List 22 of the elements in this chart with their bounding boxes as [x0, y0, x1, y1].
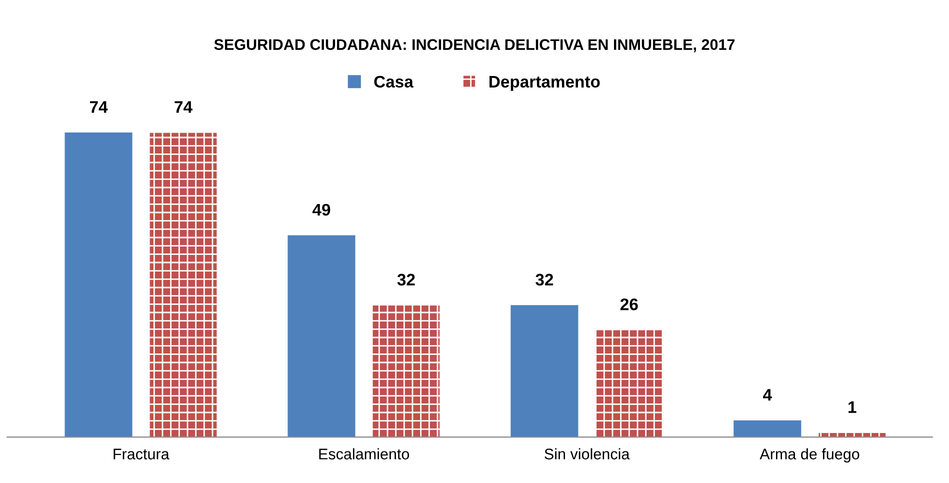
bar: [596, 330, 663, 438]
data-label: 49: [312, 204, 330, 216]
x-tick-label: Fractura: [114, 448, 170, 460]
bar: [372, 306, 440, 438]
data-label: 1: [848, 401, 856, 413]
data-label: 74: [174, 101, 192, 113]
chart-title: SEGURIDAD CIUDADANA: INCIDENCIA DELICTIVA EN INMUEBLE, 2017: [214, 39, 735, 52]
bar: [510, 305, 578, 438]
bar: [64, 132, 132, 438]
data-label: 4: [763, 389, 772, 401]
data-label: 32: [397, 274, 415, 286]
bar: [734, 420, 802, 438]
x-tick-label: Sin violencia: [544, 448, 630, 460]
data-label: 32: [536, 274, 554, 286]
x-tick-label: Arma de fuego: [760, 448, 860, 462]
bar: [288, 235, 356, 438]
data-label: 74: [90, 101, 108, 113]
x-tick-label: Escalamiento: [319, 448, 410, 460]
bar: [150, 132, 217, 438]
data-label: 26: [620, 298, 638, 310]
legend-label: Casa: [374, 76, 414, 88]
legend-label: Departamento: [490, 76, 600, 91]
